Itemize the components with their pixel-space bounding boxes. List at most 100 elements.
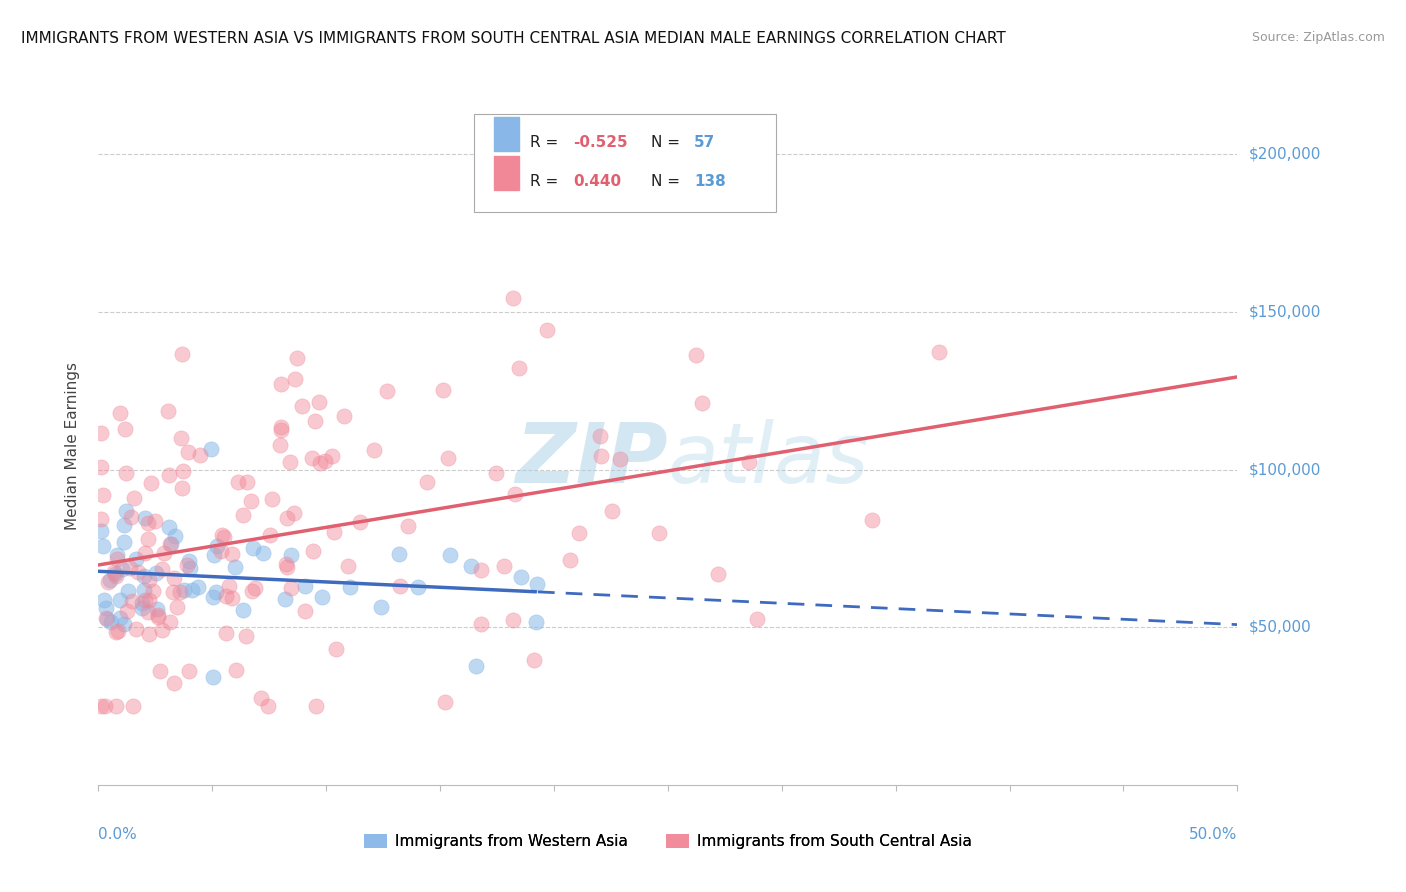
Point	[609, 452, 631, 467]
Point	[270, 377, 292, 392]
Point	[460, 559, 482, 574]
Point	[311, 590, 333, 604]
Point	[235, 629, 257, 643]
Point	[97, 574, 120, 589]
Point	[243, 581, 266, 595]
Text: 0.440: 0.440	[574, 174, 621, 189]
Point	[163, 571, 186, 585]
Point	[107, 624, 129, 638]
Point	[162, 585, 184, 599]
Point	[323, 525, 346, 540]
Point	[205, 539, 228, 553]
Point	[108, 610, 131, 624]
Point	[524, 615, 547, 630]
Point	[179, 665, 201, 679]
Point	[186, 580, 208, 594]
Point	[136, 516, 159, 530]
Point	[690, 396, 713, 410]
Point	[211, 527, 233, 541]
Point	[188, 448, 211, 462]
Point	[285, 351, 308, 365]
Point	[131, 601, 153, 615]
Point	[201, 670, 224, 684]
Point	[526, 577, 548, 591]
Point	[143, 514, 166, 528]
Point	[389, 579, 412, 593]
Point	[105, 625, 128, 640]
Point	[439, 548, 461, 562]
Point	[259, 527, 281, 541]
Point	[508, 361, 530, 376]
Point	[94, 611, 117, 625]
Point	[212, 530, 235, 544]
Point	[262, 492, 284, 507]
Point	[122, 491, 145, 506]
Text: $50,000: $50,000	[1249, 620, 1312, 635]
Point	[159, 537, 181, 551]
Point	[221, 547, 243, 561]
Point	[112, 518, 135, 533]
Point	[96, 612, 118, 626]
Point	[396, 519, 419, 533]
Point	[170, 431, 193, 445]
Point	[280, 582, 302, 596]
Point	[91, 539, 114, 553]
Point	[115, 466, 138, 480]
Point	[226, 475, 249, 489]
Point	[291, 399, 314, 413]
Point	[117, 584, 139, 599]
Point	[179, 561, 201, 575]
Point	[225, 663, 247, 677]
Point	[294, 579, 316, 593]
Point	[283, 506, 305, 520]
Point	[269, 438, 291, 452]
Point	[148, 664, 170, 678]
Point	[221, 591, 243, 606]
Point	[170, 481, 193, 495]
Point	[173, 582, 195, 597]
Point	[138, 593, 160, 607]
Point	[145, 566, 167, 581]
Point	[523, 652, 546, 666]
Point	[180, 583, 202, 598]
Point	[485, 466, 508, 480]
Point	[257, 699, 280, 714]
Point	[280, 549, 302, 563]
Text: Source: ZipAtlas.com: Source: ZipAtlas.com	[1251, 31, 1385, 45]
Text: 50.0%: 50.0%	[1189, 827, 1237, 842]
Point	[502, 613, 524, 627]
Point	[218, 579, 240, 593]
Point	[163, 529, 186, 543]
Point	[176, 558, 198, 572]
Point	[737, 455, 759, 469]
Point	[304, 414, 326, 428]
Point	[536, 323, 558, 337]
Point	[115, 605, 138, 619]
Point	[270, 419, 292, 434]
Point	[105, 551, 128, 566]
Point	[602, 504, 624, 518]
Point	[94, 699, 117, 714]
Point	[121, 594, 143, 608]
Point	[136, 533, 159, 547]
Point	[125, 622, 148, 636]
Point	[333, 409, 356, 423]
Point	[270, 423, 292, 437]
Point	[150, 562, 173, 576]
Point	[157, 520, 180, 534]
Point	[648, 526, 671, 541]
Point	[349, 515, 371, 529]
Point	[160, 537, 183, 551]
Text: 0.0%: 0.0%	[98, 827, 138, 842]
Point	[108, 593, 131, 607]
Point	[363, 443, 385, 458]
Point	[103, 565, 125, 579]
Point	[305, 699, 328, 714]
Text: IMMIGRANTS FROM WESTERN ASIA VS IMMIGRANTS FROM SOUTH CENTRAL ASIA MEDIAN MALE E: IMMIGRANTS FROM WESTERN ASIA VS IMMIGRAN…	[21, 31, 1005, 46]
Point	[240, 583, 263, 598]
Point	[90, 425, 112, 440]
Point	[202, 548, 225, 562]
Point	[100, 615, 122, 630]
Point	[142, 584, 165, 599]
Point	[232, 508, 254, 522]
